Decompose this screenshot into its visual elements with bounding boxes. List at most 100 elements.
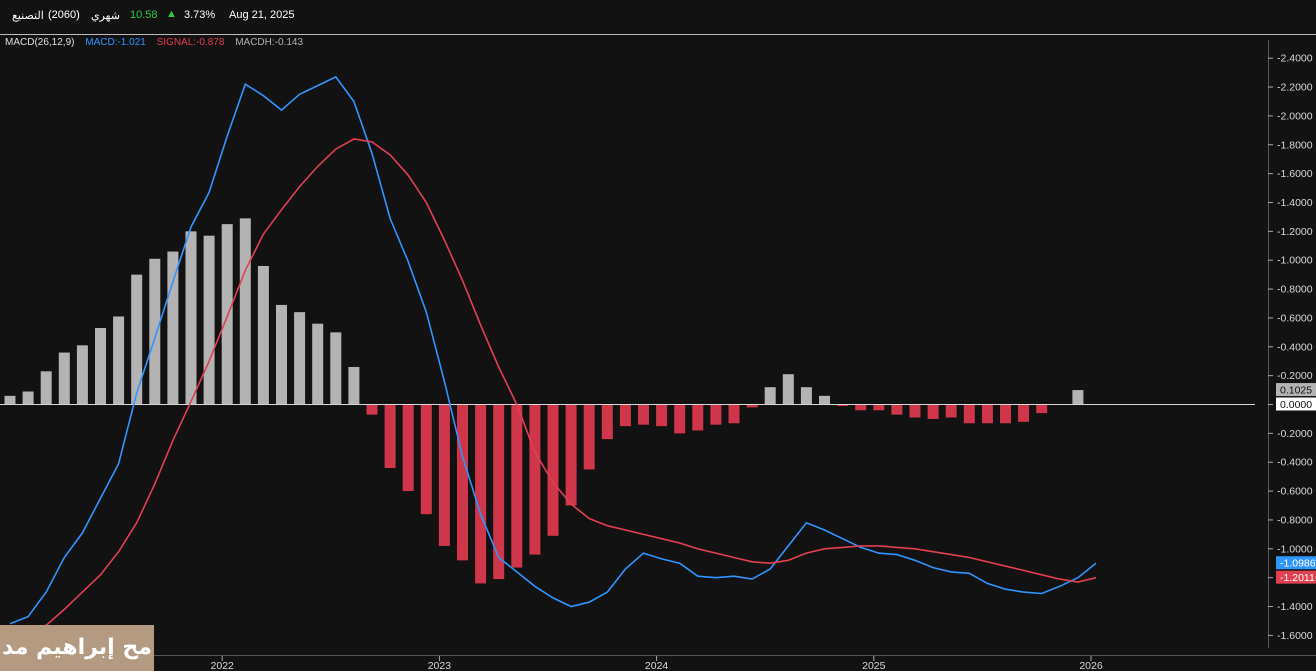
period-label[interactable]: شهري <box>91 10 120 22</box>
y-tick-label: -1.2000 <box>1277 226 1313 238</box>
y-tick-label: -0.8000 <box>1277 284 1313 296</box>
histogram-bar <box>294 312 306 405</box>
y-tick-label: -1.0000 <box>1277 255 1313 267</box>
y-tick-label: -0.6000 <box>1277 312 1313 324</box>
histogram-bar <box>167 251 179 405</box>
histogram-bar <box>619 404 631 427</box>
macd-value-label: MACD:-1.021 <box>85 37 146 48</box>
histogram-bar <box>837 404 849 406</box>
histogram-bar <box>402 404 414 492</box>
histogram-bar <box>909 404 921 418</box>
watermark: مح إبراهيم مد <box>0 625 154 671</box>
symbol-name: التصنيع <box>12 10 44 22</box>
histogram-bar <box>149 258 161 405</box>
last-value-badges: 0.1025 0.0000 -1.0986 -1.2011 <box>1276 383 1316 584</box>
histogram-bar <box>276 304 287 405</box>
symbol-header: التصنيع (2060) شهري 10.58 ▲ 3.73% Aug 21… <box>0 0 1316 35</box>
histogram-bar <box>1018 404 1030 422</box>
y-tick-label: -0.4000 <box>1277 457 1313 469</box>
histogram-bar <box>855 404 867 411</box>
histogram-bar <box>601 404 613 440</box>
y-tick-label: -0.6000 <box>1277 486 1313 498</box>
histogram-bar <box>873 404 885 411</box>
y-tick-label: -1.4000 <box>1277 197 1313 209</box>
histogram-bar <box>529 404 541 555</box>
histogram-bar <box>927 404 939 419</box>
zero-badge: 0.0000 <box>1276 397 1316 411</box>
histogram-bar <box>891 404 903 415</box>
histogram-bar <box>656 404 668 427</box>
histogram-bar <box>40 371 52 405</box>
y-tick-label: -2.2000 <box>1277 82 1313 94</box>
x-tick-label: 2025 <box>862 660 886 671</box>
histogram-bar <box>710 404 722 425</box>
histogram-bar <box>981 404 993 424</box>
y-tick-label: -2.0000 <box>1277 110 1313 122</box>
indicator-name[interactable]: MACD(26,12,9) <box>5 37 75 48</box>
histogram-bar <box>963 404 975 424</box>
histogram-bar <box>366 404 378 415</box>
percent-change: 3.73% <box>184 9 216 21</box>
signal-last-badge: -1.2011 <box>1276 570 1316 584</box>
histogram-value-label: MACDH:-0.143 <box>235 37 304 48</box>
y-tick-label: -0.2000 <box>1277 428 1313 440</box>
y-tick-label: -0.8000 <box>1277 514 1313 526</box>
histogram-bar <box>1000 404 1011 424</box>
histogram-bar <box>728 404 740 424</box>
histogram-bar <box>1036 404 1048 414</box>
up-arrow-icon: ▲ <box>166 8 177 20</box>
y-tick-label: -1.8000 <box>1277 139 1313 151</box>
signal-line <box>9 138 1097 634</box>
y-tick-label: -2.4000 <box>1277 53 1313 65</box>
histogram-bar <box>438 404 450 546</box>
y-tick-label: -1.4000 <box>1277 601 1313 613</box>
histogram-bar <box>58 352 70 405</box>
histogram-bar <box>638 404 649 425</box>
symbol-code: (2060) <box>48 9 80 21</box>
macd-last-badge: -1.0986 <box>1276 556 1316 570</box>
histogram-bar <box>257 265 269 405</box>
histogram-bar <box>348 366 360 405</box>
histogram-bar <box>1072 390 1084 405</box>
histogram-bar <box>764 387 776 405</box>
histogram-bars <box>4 218 1084 584</box>
last-price: 10.58 <box>130 9 158 21</box>
histogram-bar <box>22 391 34 405</box>
badge-background <box>1276 556 1316 570</box>
histogram-bar <box>583 404 595 470</box>
x-tick-label: 2022 <box>211 660 235 671</box>
macd-line <box>9 75 1097 625</box>
histogram-bar <box>239 218 251 405</box>
badge-label: -1.0986 <box>1280 558 1316 570</box>
histogram-bar <box>746 404 758 408</box>
x-axis: 2022 2023 2024 2025 2026 <box>0 655 1316 671</box>
histogram-bar <box>511 404 523 568</box>
indicator-legend: MACD(26,12,9) MACD:-1.021 SIGNAL:-0.878 … <box>5 37 311 48</box>
y-tick-label: -0.4000 <box>1277 341 1313 353</box>
x-tick-label: 2023 <box>428 660 452 671</box>
histogram-bar <box>330 332 342 405</box>
histogram-bar <box>493 404 505 580</box>
signal-value-label: SIGNAL:-0.878 <box>156 37 225 48</box>
histogram-bar <box>76 345 88 405</box>
histogram-bar <box>782 374 794 405</box>
histogram-bar <box>203 235 215 405</box>
hist-last-badge: 0.1025 <box>1276 383 1316 397</box>
badge-label: 0.0000 <box>1280 399 1312 411</box>
histogram-bar <box>692 404 704 431</box>
y-tick-label: -1.6000 <box>1277 630 1313 642</box>
quote-date: Aug 21, 2025 <box>229 9 295 21</box>
badge-background <box>1276 570 1316 584</box>
y-tick-label: -1.6000 <box>1277 168 1313 180</box>
histogram-bar <box>565 404 577 506</box>
histogram-bar <box>547 404 559 536</box>
histogram-bar <box>312 323 324 405</box>
histogram-bar <box>95 328 106 405</box>
histogram-bar <box>420 404 432 515</box>
histogram-bar <box>185 231 197 405</box>
histogram-bar <box>800 387 812 405</box>
y-tick-label: -0.2000 <box>1277 370 1313 382</box>
histogram-bar <box>113 316 125 405</box>
histogram-bar <box>819 395 830 405</box>
